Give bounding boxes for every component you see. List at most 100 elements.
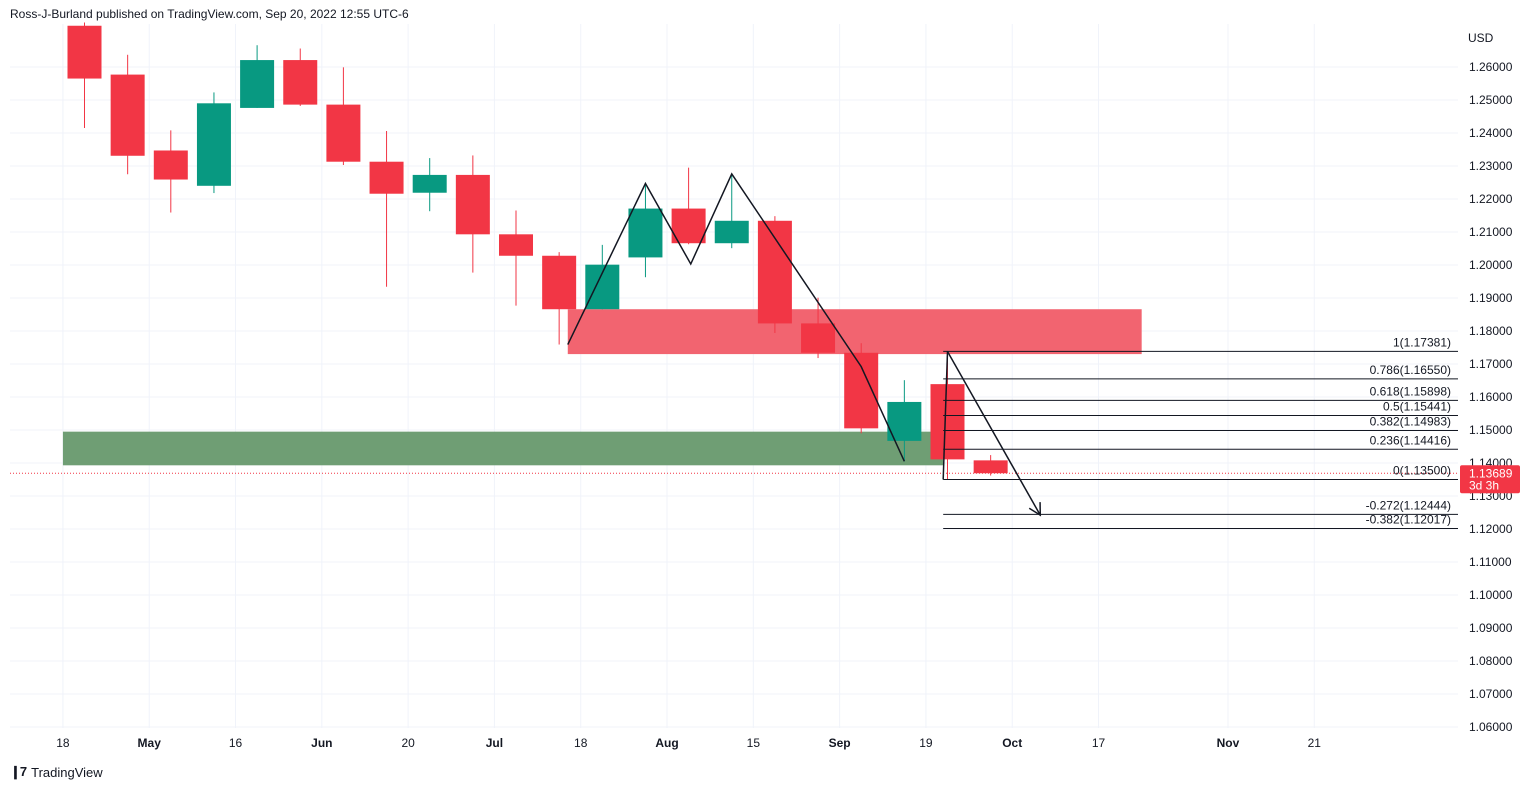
fib-level-label: 0.786(1.16550): [1370, 363, 1451, 377]
candle-body: [671, 208, 706, 244]
y-tick-label: 1.10000: [1469, 588, 1513, 602]
candle-body: [240, 60, 275, 108]
candle-body: [369, 161, 404, 194]
candle: [628, 182, 663, 278]
candle-body: [196, 103, 231, 186]
candle: [757, 216, 792, 333]
x-tick-label: 18: [574, 736, 588, 750]
candle-body: [412, 174, 447, 193]
candle: [110, 54, 145, 175]
tradingview-brand-label: TradingView: [31, 764, 103, 780]
x-tick-label: May: [138, 736, 162, 750]
y-tick-label: 1.17000: [1469, 357, 1513, 371]
fib-level-label: 0(1.13500): [1393, 464, 1451, 478]
candle: [240, 45, 275, 108]
candle: [326, 67, 361, 166]
candle: [369, 131, 404, 287]
candle: [67, 22, 102, 129]
candle-body: [801, 323, 836, 353]
plot-background: [10, 24, 1458, 728]
chart-grid: [10, 24, 1458, 728]
y-tick-label: 1.22000: [1469, 192, 1513, 206]
time-axis: 18 May 16 Jun 20 Jul 18 Aug 15 Sep 19 Oct 17 Nov 21: [56, 736, 1321, 750]
candle-body: [67, 25, 102, 79]
candle-body: [844, 352, 879, 429]
y-tick-label: 1.25000: [1469, 93, 1513, 107]
x-tick-label: Oct: [1002, 736, 1022, 750]
y-tick-label: 1.09000: [1469, 621, 1513, 635]
y-tick-label: 1.11000: [1469, 555, 1512, 569]
x-tick-label: Jun: [311, 736, 332, 750]
y-tick-label: 1.15000: [1469, 423, 1513, 437]
supply-zone: [567, 309, 1142, 355]
candle-body: [930, 384, 965, 460]
double-top-pattern-line: [567, 172, 906, 462]
x-tick-label: Sep: [829, 736, 851, 750]
x-tick-label: Aug: [655, 736, 678, 750]
x-tick-label: Nov: [1217, 736, 1240, 750]
y-tick-label: 1.24000: [1469, 126, 1513, 140]
tradingview-mark-icon: ❙7: [10, 764, 27, 779]
price-zones: [62, 309, 1142, 466]
bar-countdown: 3d 3h: [1469, 478, 1499, 492]
x-tick-label: 15: [747, 736, 761, 750]
candle-body: [110, 74, 145, 156]
candle: [455, 155, 490, 273]
x-tick-label: 19: [919, 736, 933, 750]
x-tick-label: 16: [229, 736, 243, 750]
y-tick-label: 1.21000: [1469, 225, 1513, 239]
candle-body: [283, 60, 318, 105]
candle-body: [714, 220, 749, 244]
fib-level-label: -0.382(1.12017): [1366, 512, 1451, 526]
candle-body: [455, 174, 490, 235]
candle: [887, 380, 922, 462]
y-tick-label: 1.07000: [1469, 687, 1513, 701]
x-tick-label: 21: [1308, 736, 1322, 750]
fib-level-label: -0.272(1.12444): [1366, 498, 1451, 512]
fib-level-label: 0.382(1.14983): [1370, 415, 1451, 429]
fib-level-label: 1(1.17381): [1393, 335, 1451, 349]
fibonacci-levels: 1(1.17381)0.786(1.16550)0.618(1.15898)0.…: [943, 335, 1458, 529]
x-tick-label: Jul: [486, 736, 503, 750]
y-tick-label: 1.26000: [1469, 60, 1513, 74]
candle-body: [499, 234, 533, 256]
currency-label: USD: [1468, 31, 1494, 45]
candle: [973, 455, 1008, 476]
candle: [542, 252, 577, 345]
candle: [714, 174, 749, 249]
fib-level-label: 0.5(1.15441): [1383, 399, 1451, 413]
y-tick-label: 1.20000: [1469, 258, 1513, 272]
candle: [844, 343, 879, 434]
candle: [499, 210, 533, 306]
candle: [196, 92, 231, 194]
candle-body: [887, 401, 922, 441]
candle: [801, 297, 836, 359]
candle: [283, 48, 318, 106]
y-tick-label: 1.06000: [1469, 720, 1513, 734]
y-tick-label: 1.12000: [1469, 522, 1513, 536]
candle-body: [757, 220, 792, 324]
fib-level-label: 0.236(1.14416): [1370, 433, 1451, 447]
publisher-attribution: Ross-J-Burland published on TradingView.…: [10, 7, 409, 21]
y-tick-label: 1.23000: [1469, 159, 1513, 173]
x-tick-label: 17: [1092, 736, 1106, 750]
projection-arrow-head: [1028, 502, 1042, 517]
candle-body: [326, 104, 361, 162]
price-axis: USD 1.26000 1.25000 1.24000 1.23000 1.22000 1.…: [1468, 31, 1513, 734]
y-tick-label: 1.08000: [1469, 654, 1513, 668]
x-tick-label: 18: [56, 736, 70, 750]
candle-body: [542, 255, 577, 310]
x-tick-label: 20: [401, 736, 415, 750]
tradingview-logo[interactable]: ❙7 TradingView: [10, 764, 103, 780]
y-tick-label: 1.19000: [1469, 291, 1513, 305]
candle: [671, 167, 706, 245]
fib-level-label: 0.618(1.15898): [1370, 384, 1451, 398]
y-tick-label: 1.18000: [1469, 324, 1513, 338]
candle: [412, 158, 447, 212]
candle-body: [973, 460, 1008, 474]
candle: [153, 130, 188, 213]
current-price-value: 1.13689: [1469, 466, 1513, 480]
price-badge-background: [1460, 465, 1520, 494]
